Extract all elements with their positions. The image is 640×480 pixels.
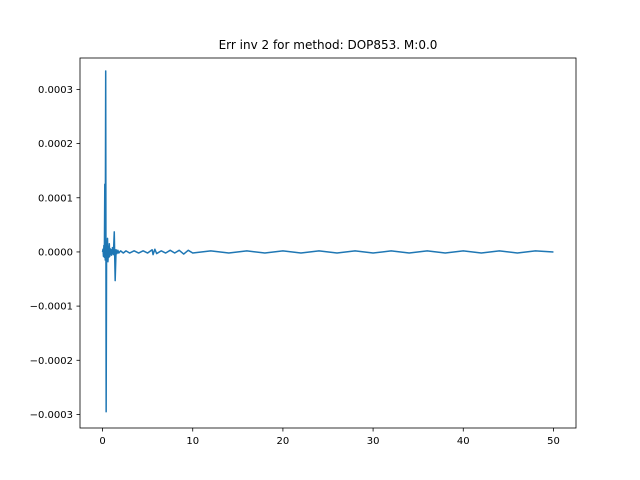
x-tick-label: 30 bbox=[367, 436, 380, 447]
y-tick-label: −0.0003 bbox=[30, 410, 73, 421]
y-tick-label: 0.0003 bbox=[38, 85, 73, 96]
y-tick-label: 0.0001 bbox=[38, 193, 73, 204]
series-line-0 bbox=[101, 70, 554, 413]
x-tick-label: 10 bbox=[186, 436, 199, 447]
y-tick-label: 0.0002 bbox=[38, 139, 73, 150]
chart-title: Err inv 2 for method: DOP853. M:0.0 bbox=[219, 38, 438, 52]
axes-frame bbox=[79, 57, 577, 429]
x-tick-label: 0 bbox=[99, 436, 105, 447]
y-tick-label: −0.0002 bbox=[30, 356, 73, 367]
plot-area: 0 10 20 30 40 50 0.0003 0.0002 0.0001 0.0000 −0.00… bbox=[30, 70, 560, 447]
x-tick-label: 50 bbox=[547, 436, 560, 447]
x-tick-label: 20 bbox=[277, 436, 290, 447]
x-tick-label: 40 bbox=[457, 436, 470, 447]
y-tick-label: −0.0001 bbox=[30, 302, 73, 313]
y-tick-label: 0.0000 bbox=[38, 247, 73, 258]
